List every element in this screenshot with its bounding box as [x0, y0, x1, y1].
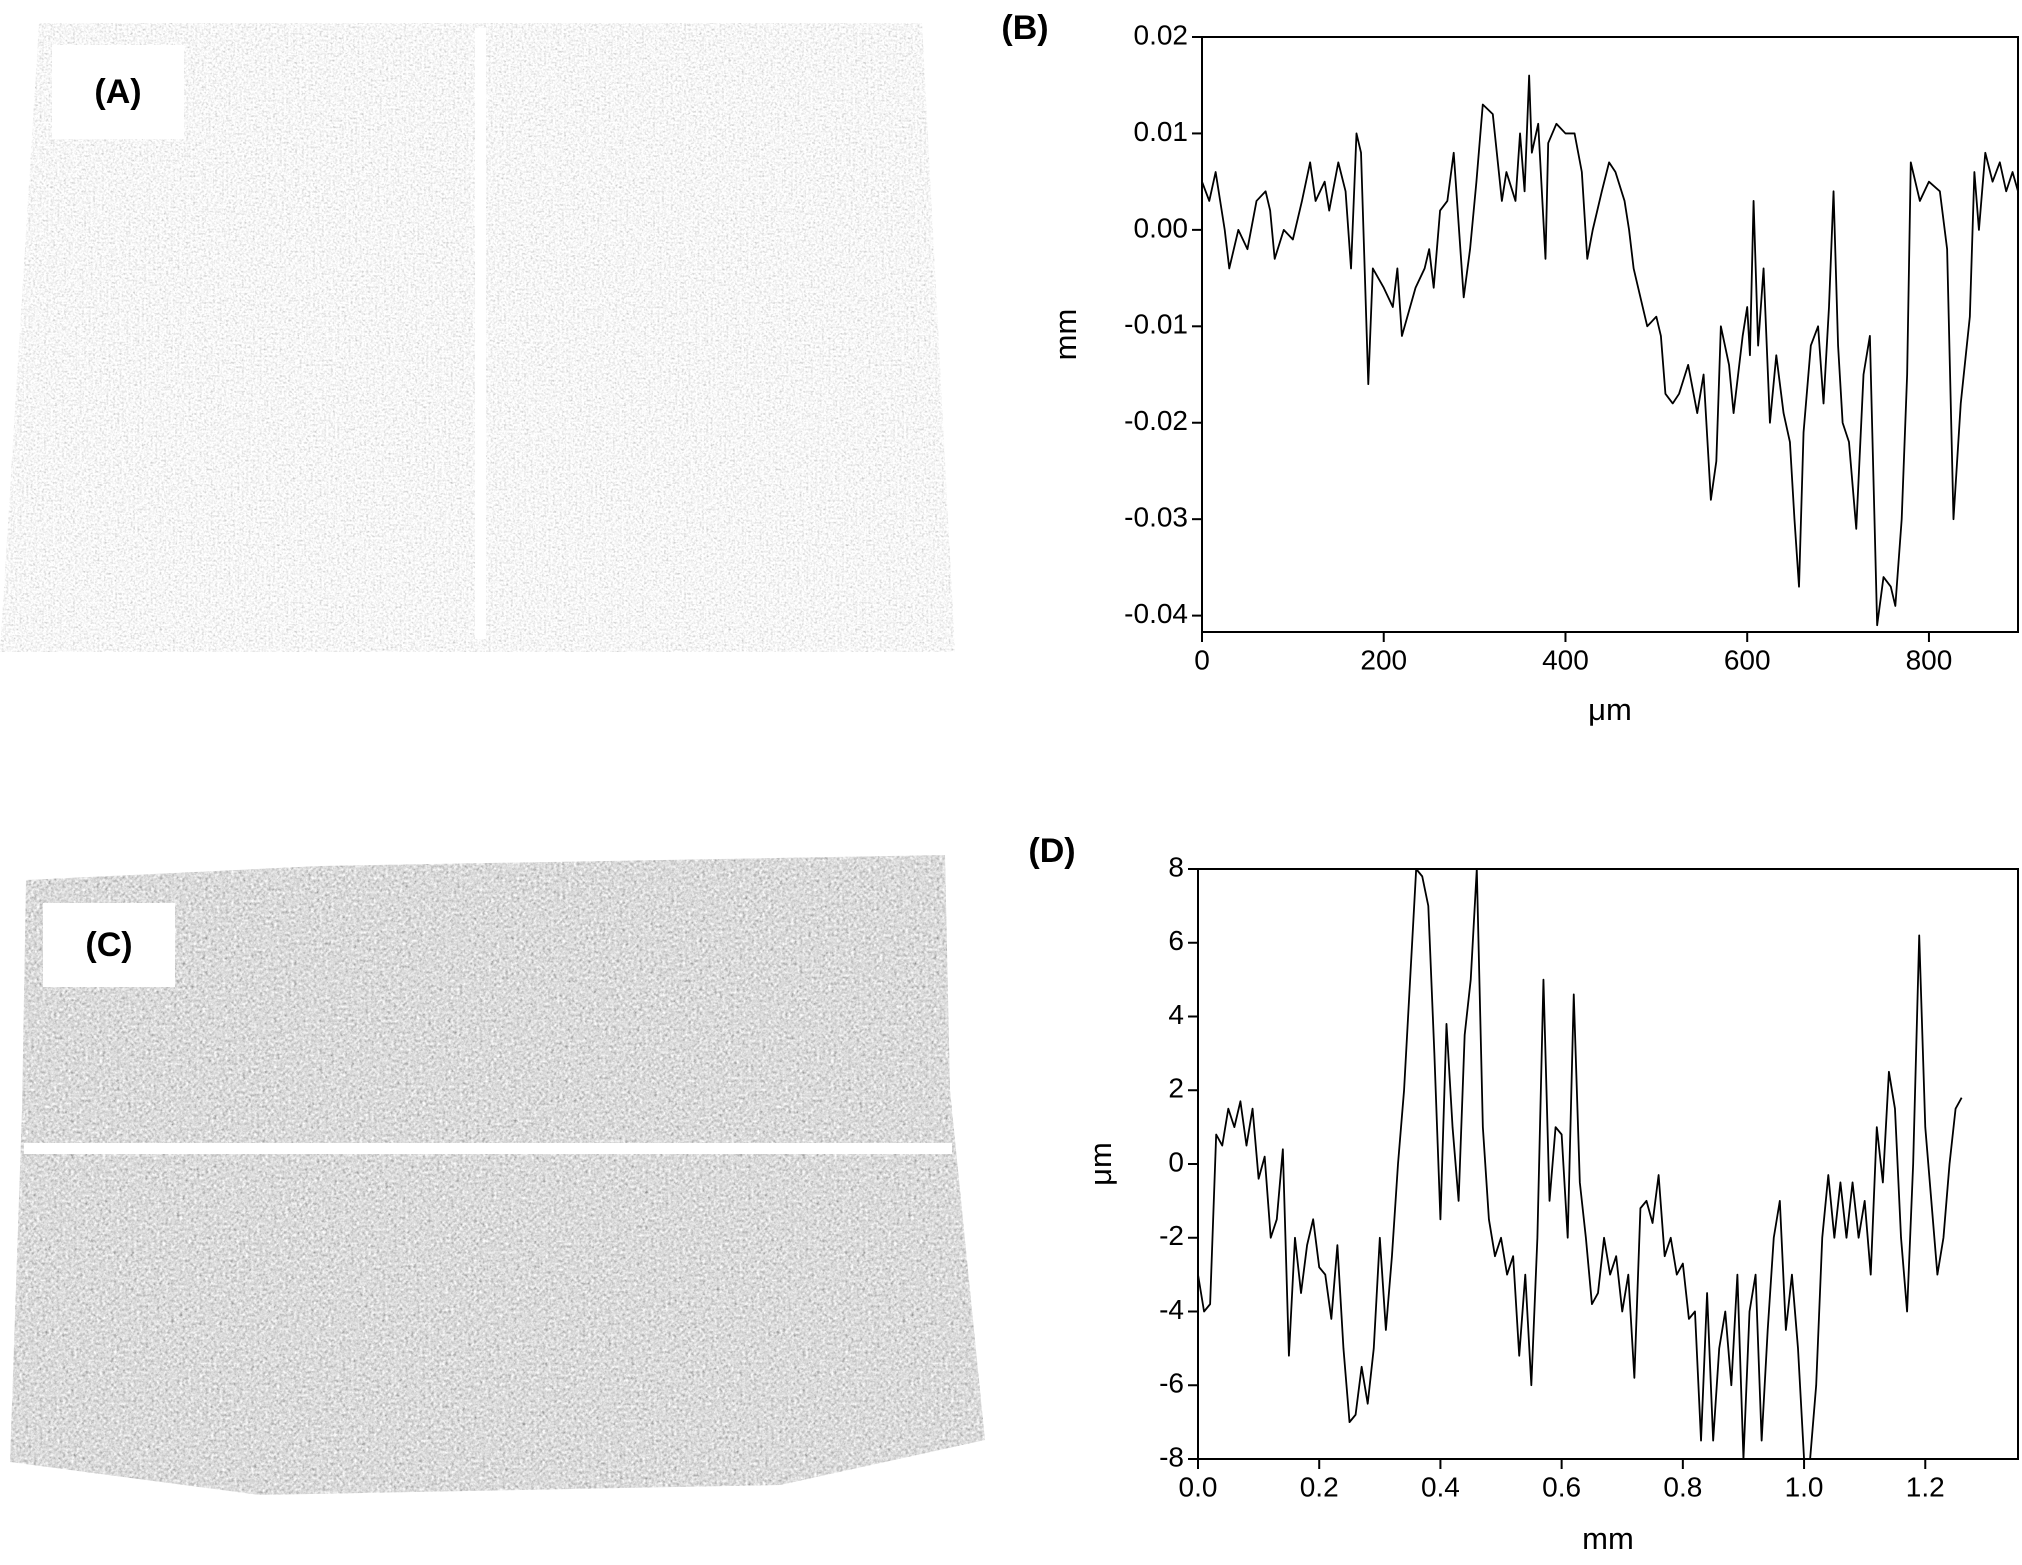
- chart-title: (D): [1028, 832, 1075, 870]
- x-tick-label: 0.4: [1421, 1471, 1460, 1502]
- y-tick-label: -0.04: [1124, 598, 1188, 629]
- y-tick-label: 0: [1168, 1146, 1184, 1177]
- x-tick-label: 400: [1542, 644, 1589, 675]
- x-tick-label: 1.2: [1906, 1471, 1945, 1502]
- x-axis-label: μm: [1588, 692, 1632, 727]
- x-tick-label: 0.6: [1542, 1471, 1581, 1502]
- y-tick-label: -2: [1159, 1220, 1184, 1251]
- label-box-a: [52, 45, 184, 139]
- profile-line-c: [24, 1143, 952, 1154]
- panel-label: (C): [85, 926, 132, 964]
- surface-image-a: (A): [0, 23, 955, 652]
- x-axis-label: mm: [1582, 1521, 1634, 1556]
- chart-title: (B): [1001, 9, 1048, 47]
- profile-line: [1198, 868, 1963, 1460]
- y-tick-label: -0.01: [1124, 309, 1188, 340]
- y-tick-label: -6: [1159, 1368, 1184, 1399]
- x-tick-label: 0.2: [1300, 1471, 1339, 1502]
- surface-c: [10, 855, 985, 1495]
- x-tick-label: 0: [1194, 644, 1210, 675]
- surface-image-c: (C): [10, 855, 985, 1495]
- x-tick-label: 0.0: [1179, 1471, 1218, 1502]
- y-tick-label: 8: [1168, 851, 1184, 882]
- y-axis-label: mm: [1048, 309, 1083, 361]
- x-tick-label: 1.0: [1785, 1471, 1824, 1502]
- y-tick-label: 6: [1168, 925, 1184, 956]
- plot-frame: [1197, 868, 2019, 1460]
- chart: (B) 0.02 0.01 0.00 -0.01 -0.02 -0.03 -0.040 200 4…: [1001, 9, 2019, 727]
- label-box-c: [43, 903, 175, 987]
- y-axis-label: μm: [1083, 1142, 1118, 1186]
- x-tick-label: 200: [1360, 644, 1407, 675]
- y-tick-label: -0.02: [1124, 405, 1188, 436]
- y-tick-label: -8: [1159, 1441, 1184, 1472]
- profile-line: [1202, 74, 2018, 627]
- x-tick-label: 800: [1906, 644, 1953, 675]
- x-tick-label: 0.8: [1663, 1471, 1702, 1502]
- y-tick-label: -4: [1159, 1294, 1184, 1325]
- chart: (D) 8 6 4 2 0 -2 -4 -6 -80.0 0.2 0.4 0.6 0.8 1.0 1.2 mm μ…: [1028, 832, 2019, 1556]
- y-tick-label: 4: [1168, 999, 1184, 1030]
- panel-label: (A): [94, 73, 141, 111]
- y-tick-label: 2: [1168, 1073, 1184, 1104]
- y-tick-label: 0.00: [1134, 212, 1189, 243]
- y-tick-label: 0.02: [1134, 19, 1189, 50]
- y-tick-label: -0.03: [1124, 502, 1188, 533]
- y-tick-label: 0.01: [1134, 116, 1189, 147]
- profile-line-a: [475, 28, 486, 639]
- x-tick-label: 600: [1724, 644, 1771, 675]
- plot-frame: [1201, 36, 2019, 633]
